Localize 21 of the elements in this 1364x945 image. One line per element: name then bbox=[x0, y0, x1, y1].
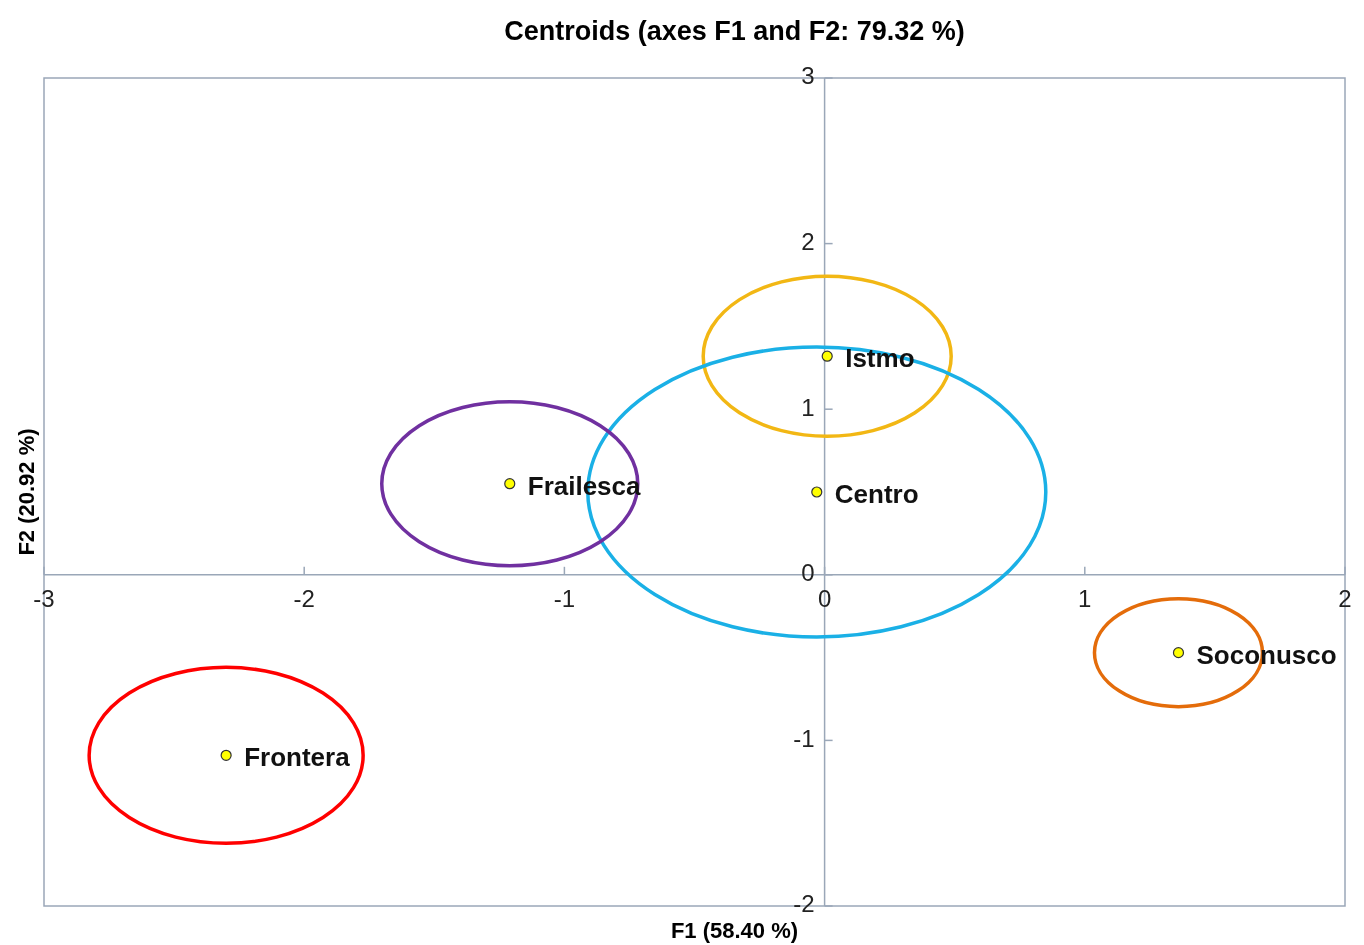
series-label: Frontera bbox=[244, 742, 351, 773]
chart-title: Centroids (axes F1 and F2: 79.32 %) bbox=[504, 16, 965, 46]
y-tick-label: 1 bbox=[801, 393, 815, 421]
point bbox=[821, 350, 833, 362]
x-tick-label: -1 bbox=[553, 584, 576, 612]
x-axis-title: F1 (58.40 %) bbox=[670, 918, 799, 943]
point bbox=[1172, 647, 1185, 659]
y-tick-label: -2 bbox=[793, 890, 815, 918]
y-tick-label: -1 bbox=[793, 724, 815, 752]
x-tick-label: 1 bbox=[1078, 584, 1092, 612]
x-tick-label: -2 bbox=[293, 584, 315, 612]
point bbox=[811, 486, 823, 498]
point bbox=[220, 749, 232, 761]
y-tick-label: 0 bbox=[801, 559, 815, 587]
y-tick-label: 3 bbox=[801, 62, 815, 90]
x-tick-label: 2 bbox=[1338, 584, 1352, 612]
series-label: Centro bbox=[834, 478, 919, 509]
x-tick-label: -3 bbox=[33, 584, 55, 612]
y-tick-label: 2 bbox=[801, 227, 815, 255]
y-axis-title: F2 (20.92 %) bbox=[14, 428, 39, 556]
point bbox=[504, 478, 516, 490]
